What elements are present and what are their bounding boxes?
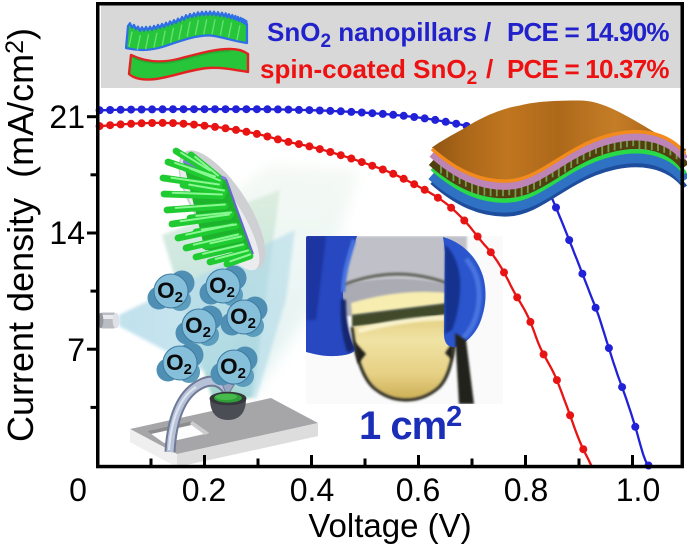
svg-text:0: 0: [69, 472, 87, 508]
svg-text:Voltage (V): Voltage (V): [308, 507, 471, 544]
svg-text:7: 7: [67, 332, 85, 368]
svg-text:1.0: 1.0: [616, 472, 660, 508]
svg-text:PCE = 10.37%: PCE = 10.37%: [507, 54, 669, 84]
svg-text:PCE = 14.90%: PCE = 14.90%: [507, 17, 669, 47]
svg-text:/: /: [484, 17, 491, 47]
svg-text:0.2: 0.2: [182, 472, 226, 508]
svg-text:0.6: 0.6: [396, 472, 440, 508]
svg-text:1 cm2: 1 cm2: [359, 401, 461, 448]
svg-text:spin-coated SnO2: spin-coated SnO2: [260, 54, 477, 89]
svg-text:Current density (mA/cm2): Current density (mA/cm2): [0, 28, 41, 442]
svg-text:21: 21: [49, 99, 85, 135]
svg-text:14: 14: [49, 215, 85, 251]
svg-text:SnO2 nanopillars: SnO2 nanopillars: [267, 17, 477, 52]
svg-text:/: /: [486, 54, 493, 84]
svg-text:0.4: 0.4: [290, 472, 334, 508]
svg-text:0.8: 0.8: [504, 472, 548, 508]
svg-text:O2: O2: [185, 313, 211, 341]
